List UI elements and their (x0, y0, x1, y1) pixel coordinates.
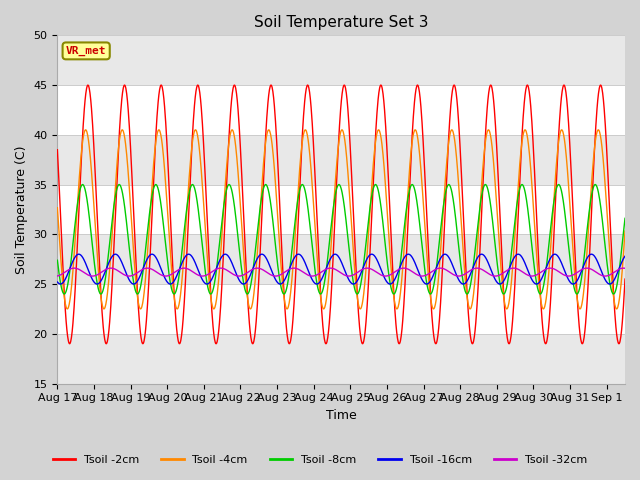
Tsoil -8cm (207, 291, 214, 297)
Tsoil -32cm (54, 273, 61, 279)
Text: VR_met: VR_met (66, 46, 106, 56)
Tsoil -16cm (570, 281, 577, 287)
Tsoil -32cm (317, 270, 324, 276)
Tsoil -16cm (307, 273, 314, 279)
Tsoil -32cm (364, 265, 371, 271)
Tsoil -16cm (377, 266, 385, 272)
Tsoil -4cm (621, 228, 629, 234)
Title: Soil Temperature Set 3: Soil Temperature Set 3 (254, 15, 428, 30)
Bar (58, 234, 625, 284)
Tsoil -4cm (120, 133, 128, 139)
Tsoil -32cm (378, 272, 385, 278)
Bar (58, 334, 625, 384)
Tsoil -16cm (258, 252, 266, 257)
Tsoil -4cm (155, 127, 163, 133)
Tsoil -2cm (307, 96, 314, 102)
Tsoil -2cm (157, 82, 165, 88)
Tsoil -8cm (377, 203, 385, 208)
Tsoil -16cm (120, 266, 128, 272)
Tsoil -16cm (621, 253, 629, 259)
Legend: Tsoil -2cm, Tsoil -4cm, Tsoil -8cm, Tsoil -16cm, Tsoil -32cm: Tsoil -2cm, Tsoil -4cm, Tsoil -8cm, Tsoi… (48, 451, 592, 469)
Tsoil -2cm (54, 147, 61, 153)
Tsoil -32cm (306, 273, 314, 279)
Tsoil -8cm (295, 192, 303, 198)
Tsoil -32cm (120, 272, 128, 278)
Line: Tsoil -4cm: Tsoil -4cm (58, 130, 625, 309)
Tsoil -8cm (518, 181, 526, 187)
Tsoil -16cm (317, 278, 324, 284)
Tsoil -2cm (621, 276, 629, 282)
Tsoil -4cm (97, 297, 105, 303)
Line: Tsoil -16cm: Tsoil -16cm (58, 254, 625, 284)
Tsoil -16cm (97, 277, 105, 283)
Line: Tsoil -2cm: Tsoil -2cm (58, 85, 625, 344)
X-axis label: Time: Time (326, 409, 356, 422)
Tsoil -32cm (294, 266, 302, 272)
Bar (58, 36, 625, 85)
Tsoil -4cm (467, 306, 474, 312)
Tsoil -8cm (621, 216, 629, 221)
Line: Tsoil -32cm: Tsoil -32cm (58, 268, 625, 276)
Bar (58, 184, 625, 234)
Tsoil -8cm (307, 226, 314, 232)
Tsoil -2cm (317, 289, 324, 295)
Tsoil -8cm (317, 291, 324, 297)
Tsoil -4cm (295, 180, 303, 186)
Bar (58, 284, 625, 334)
Tsoil -4cm (307, 158, 314, 164)
Tsoil -2cm (377, 82, 385, 88)
Tsoil -32cm (308, 273, 316, 279)
Bar (58, 85, 625, 135)
Tsoil -2cm (468, 341, 476, 347)
Tsoil -8cm (97, 291, 105, 297)
Tsoil -16cm (295, 252, 303, 257)
Tsoil -2cm (295, 209, 303, 215)
Tsoil -4cm (317, 294, 324, 300)
Line: Tsoil -8cm: Tsoil -8cm (58, 184, 625, 294)
Tsoil -2cm (97, 298, 105, 303)
Tsoil -32cm (621, 265, 629, 271)
Tsoil -4cm (377, 133, 385, 139)
Tsoil -16cm (54, 279, 61, 285)
Tsoil -4cm (54, 205, 61, 211)
Tsoil -8cm (120, 202, 128, 208)
Bar (58, 135, 625, 184)
Tsoil -2cm (120, 82, 128, 88)
Y-axis label: Soil Temperature (C): Soil Temperature (C) (15, 145, 28, 274)
Tsoil -32cm (97, 269, 105, 275)
Tsoil -8cm (54, 257, 61, 263)
